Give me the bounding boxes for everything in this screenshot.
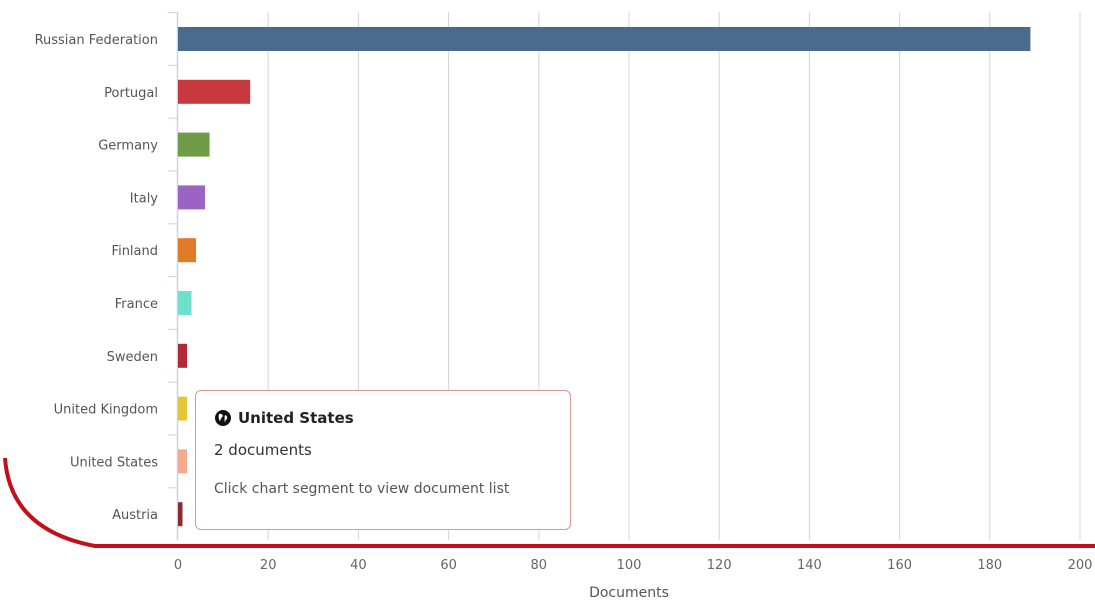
category-label: United Kingdom [54, 403, 158, 418]
tooltip-count: 2 documents [214, 441, 312, 459]
bar-germany[interactable] [178, 132, 210, 157]
category-labels: Russian Federation Portugal Germany Italy Fi… [35, 33, 159, 523]
category-label: Sweden [107, 350, 158, 365]
bars[interactable] [178, 27, 1031, 527]
bar-sweden[interactable] [178, 343, 188, 368]
category-label: Austria [112, 508, 158, 523]
category-label: United States [70, 455, 158, 470]
highlight-frame [3, 457, 1095, 548]
bar-russian-federation[interactable] [178, 27, 1031, 51]
x-tick-label: 80 [531, 558, 548, 573]
x-tick-label: 140 [797, 558, 822, 573]
globe-icon [214, 409, 232, 427]
category-label: Germany [98, 139, 158, 154]
x-tick-label: 120 [707, 558, 732, 573]
category-label: France [115, 297, 158, 312]
grid-lines [267, 12, 1081, 540]
y-axis [168, 12, 179, 540]
bar-finland[interactable] [178, 238, 197, 263]
x-tick-label: 60 [440, 558, 457, 573]
x-tick-label: 20 [260, 558, 277, 573]
x-tick-labels: 0 20 40 60 80 100 120 140 160 180 200 [174, 558, 1093, 573]
category-label: Finland [112, 244, 158, 259]
x-tick-label: 0 [174, 558, 182, 573]
bar-italy[interactable] [178, 185, 206, 210]
bar-france[interactable] [178, 291, 192, 315]
x-tick-label: 40 [350, 558, 367, 573]
bar-united-states[interactable] [178, 449, 188, 474]
category-label: Portugal [104, 86, 158, 101]
category-label: Russian Federation [35, 33, 158, 48]
x-tick-label: 180 [977, 558, 1002, 573]
bar-united-kingdom[interactable] [178, 396, 188, 421]
category-label: Italy [130, 191, 159, 206]
x-tick-label: 100 [617, 558, 642, 573]
x-axis-title: Documents [589, 585, 669, 601]
bar-austria[interactable] [178, 502, 183, 527]
tooltip-hint: Click chart segment to view document lis… [214, 481, 510, 497]
x-tick-label: 160 [887, 558, 912, 573]
x-tick-label: 200 [1068, 558, 1093, 573]
tooltip-title: United States [238, 409, 354, 427]
chart-tooltip: United States 2 documents Click chart se… [195, 390, 571, 530]
bar-portugal[interactable] [178, 79, 251, 104]
